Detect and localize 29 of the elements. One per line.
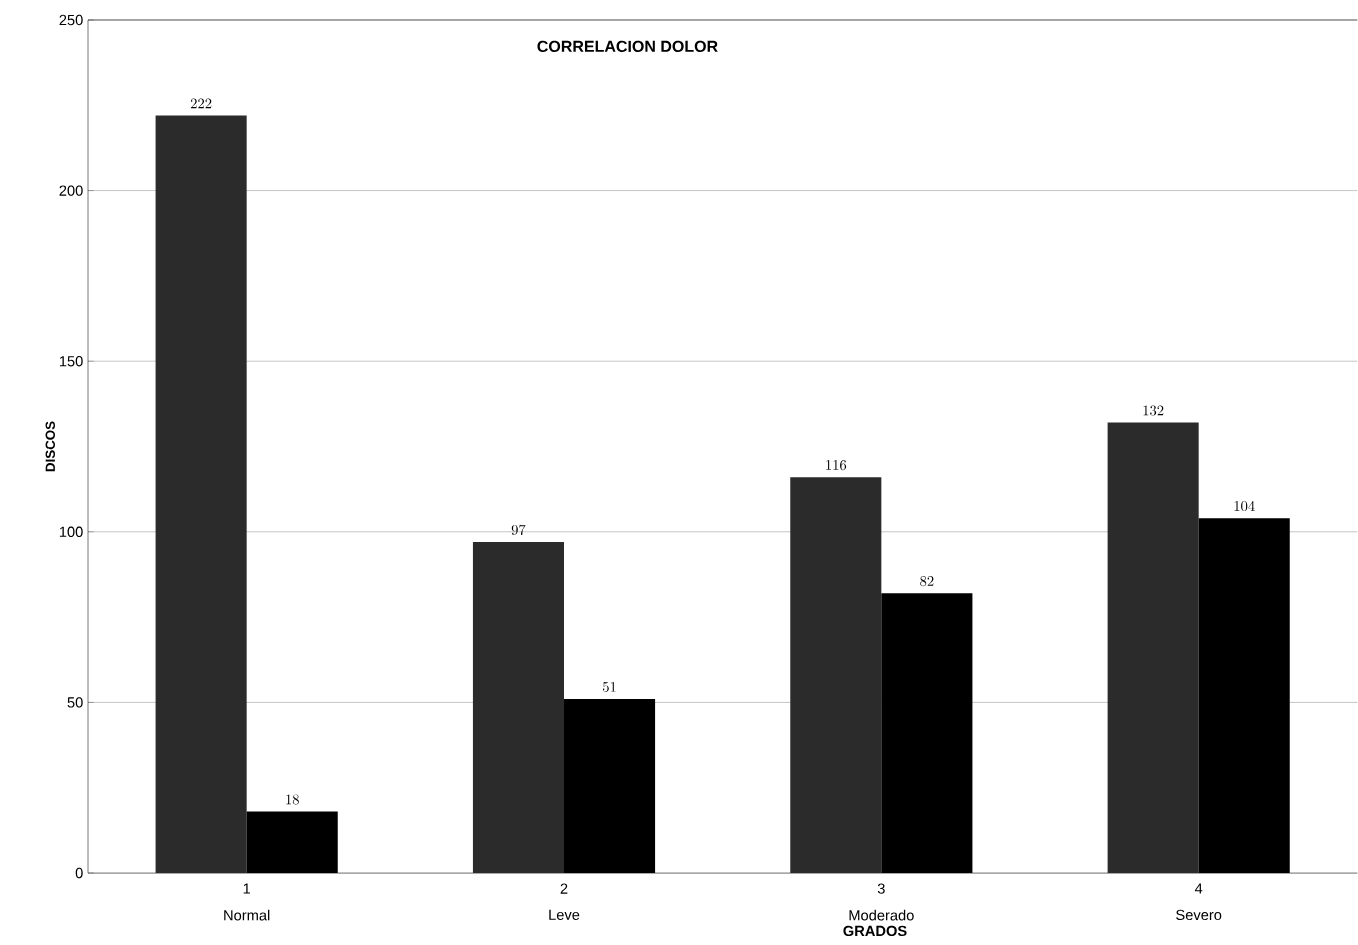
bar [1107, 422, 1199, 873]
y-tick-label: 100 [59, 526, 83, 537]
data-label: 116 [826, 460, 847, 471]
bar [790, 477, 882, 873]
text: CORRELACION DOLOR [537, 40, 718, 53]
y-tick-label: 150 [59, 356, 83, 367]
data-label: 132 [1143, 405, 1164, 416]
x-tick-label: 2 [560, 883, 568, 894]
x-tick-label: 1 [243, 883, 251, 894]
x-axis-title: GRADOS [843, 925, 907, 937]
data-label: 51 [602, 681, 616, 692]
y-axis-title: DISCOS [45, 421, 55, 472]
data-label: 104 [1234, 500, 1255, 512]
bar [155, 115, 247, 873]
data-label: 18 [286, 794, 299, 805]
data-label: 97 [511, 524, 526, 535]
text: Leve [549, 909, 580, 920]
y-tick-label: 250 [59, 14, 83, 26]
y-tick-label: 200 [59, 185, 83, 196]
text: Severo [1176, 909, 1222, 921]
y-tick-label: 0 [75, 867, 83, 879]
bar [472, 542, 565, 873]
data-label: 222 [190, 98, 212, 109]
x-tick-label: 3 [877, 883, 885, 894]
data-label: 82 [920, 576, 934, 587]
x-tick-label: 4 [1194, 883, 1203, 894]
text: Normal [224, 909, 270, 921]
text: Moderado [849, 909, 914, 921]
y-tick-label: 50 [67, 697, 83, 708]
